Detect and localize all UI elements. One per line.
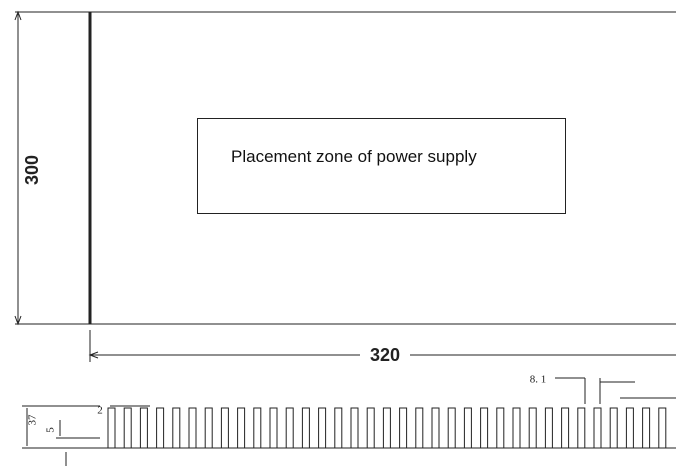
fin-width: 2 bbox=[97, 405, 103, 417]
base-thickness: 5 bbox=[45, 427, 57, 433]
width-dimension: 320 bbox=[370, 345, 400, 365]
fin-pitch: 8. 1 bbox=[530, 374, 547, 386]
height-dimension: 300 bbox=[22, 155, 42, 185]
fins bbox=[107, 407, 667, 448]
profile-height: 37 bbox=[27, 414, 39, 426]
outline bbox=[14, 10, 676, 362]
heatsink-profile bbox=[22, 377, 676, 466]
placement-zone: Placement zone of power supply bbox=[197, 118, 566, 214]
